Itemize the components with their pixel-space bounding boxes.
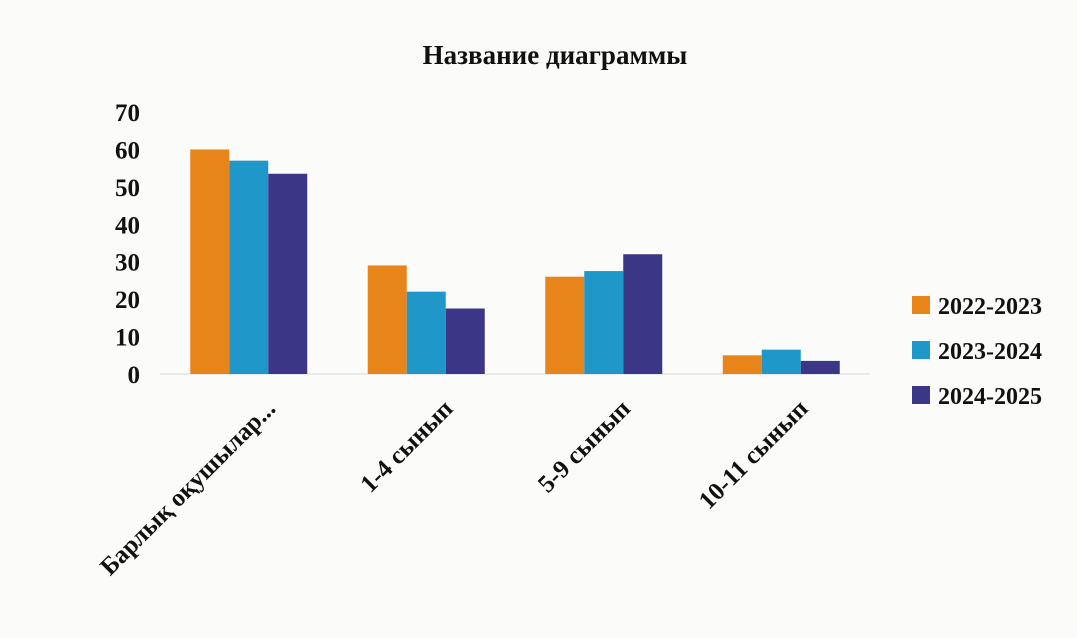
- bar: [545, 276, 585, 374]
- x-tick-label: 5-9 сынып: [533, 395, 636, 498]
- bar: [761, 349, 801, 374]
- legend: 2022-2023 2023-2024 2024-2025: [912, 294, 1042, 410]
- legend-label: 2022-2023: [938, 294, 1042, 320]
- legend-swatch: [912, 386, 930, 404]
- y-tick-label: 50: [115, 175, 140, 202]
- y-tick-label: 40: [115, 212, 140, 239]
- legend-swatch: [912, 296, 930, 314]
- x-axis: Барлық оқушылар... 1-4 сынып 5-9 сынып 10-1…: [95, 395, 813, 581]
- bar: [406, 291, 446, 374]
- legend-label: 2024-2025: [938, 384, 1042, 410]
- bar: [584, 271, 624, 374]
- x-tick-label: Барлық оқушылар...: [95, 395, 281, 581]
- chart-title: Название диаграммы: [423, 40, 688, 70]
- y-tick-label: 0: [128, 362, 141, 389]
- bar: [722, 355, 762, 374]
- legend-label: 2023-2024: [938, 339, 1042, 365]
- y-tick-label: 20: [115, 287, 140, 314]
- y-tick-label: 10: [115, 325, 140, 352]
- bar: [268, 173, 308, 374]
- x-tick-label: 1-4 сынып: [356, 395, 459, 498]
- bars: [190, 149, 840, 374]
- bar: [367, 265, 407, 374]
- bar: [800, 360, 840, 374]
- bar: [190, 149, 230, 374]
- legend-swatch: [912, 341, 930, 359]
- x-tick-label: 10-11 сынып: [694, 395, 814, 515]
- y-tick-label: 60: [115, 137, 140, 164]
- y-tick-label: 70: [115, 100, 140, 127]
- y-tick-label: 30: [115, 250, 140, 277]
- bar: [229, 160, 269, 374]
- bar: [623, 254, 663, 374]
- bar: [445, 308, 485, 374]
